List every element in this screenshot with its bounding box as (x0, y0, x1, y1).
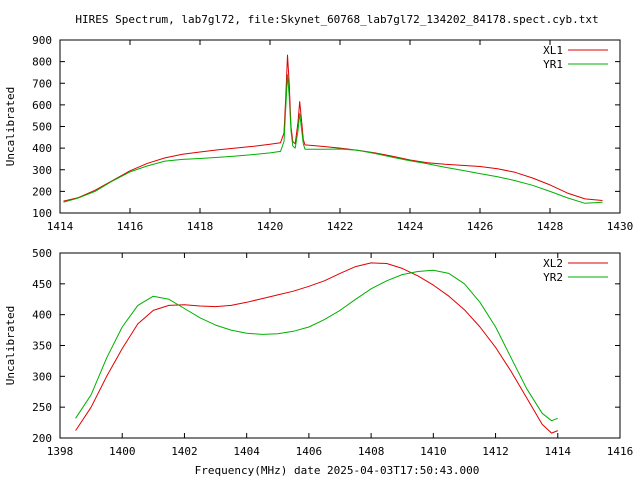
y-tick-label: 250 (32, 401, 52, 414)
y-tick-label: 200 (32, 432, 52, 445)
legend-label-yr1: YR1 (543, 58, 563, 71)
x-tick-label: 1422 (327, 220, 354, 233)
plot-frame (59, 39, 621, 214)
x-tick-label: 1420 (257, 220, 284, 233)
x-tick-label: 1406 (296, 445, 323, 458)
legend-label-xl1: XL1 (543, 44, 563, 57)
series-line-xl1 (63, 54, 603, 202)
y-axis-label: Uncalibrated (4, 87, 17, 166)
y-tick-label: 700 (32, 77, 52, 90)
y-tick-label: 450 (32, 278, 52, 291)
y-tick-label: 600 (32, 99, 52, 112)
plot-frame (59, 252, 621, 439)
legend-label-yr2: YR2 (543, 271, 563, 284)
x-tick-label: 1424 (397, 220, 424, 233)
y-tick-label: 900 (32, 34, 52, 47)
y-tick-label: 800 (32, 56, 52, 69)
y-axis-label: Uncalibrated (4, 306, 17, 385)
series-line-xl2 (75, 262, 558, 434)
chart-title: HIRES Spectrum, lab7gl72, file:Skynet_60… (75, 13, 598, 26)
y-tick-label: 200 (32, 185, 52, 198)
x-tick-label: 1416 (117, 220, 144, 233)
x-tick-label: 1410 (420, 445, 447, 458)
plots-group: 1414 1416 1418 1420 1422 1424 1426 1428 1430 100 2… (4, 34, 633, 458)
y-tick-label: 500 (32, 121, 52, 134)
x-tick-label: 1402 (171, 445, 198, 458)
y-tick-label: 350 (32, 340, 52, 353)
x-tick-label: 1426 (467, 220, 494, 233)
y-tick-label: 400 (32, 309, 52, 322)
x-tick-label: 1404 (233, 445, 260, 458)
plot-2: 1398 1400 1402 1404 1406 1408 1410 1412 1414 1416… (4, 247, 633, 458)
x-axis-label: Frequency(MHz) date 2025-04-03T17:50:43.… (195, 464, 480, 477)
y-tick-label: 100 (32, 207, 52, 220)
x-tick-label: 1408 (358, 445, 385, 458)
plot-1: 1414 1416 1418 1420 1422 1424 1426 1428 1430 100 2… (4, 34, 633, 233)
x-tick-label: 1418 (187, 220, 214, 233)
x-tick-label: 1412 (482, 445, 509, 458)
x-tick-label: 1414 (47, 220, 74, 233)
x-tick-label: 1416 (607, 445, 634, 458)
x-tick-label: 1400 (109, 445, 136, 458)
y-tick-label: 500 (32, 247, 52, 260)
series-line-yr2 (75, 269, 558, 422)
y-tick-label: 400 (32, 142, 52, 155)
x-tick-label: 1430 (607, 220, 634, 233)
series-line-yr1 (63, 74, 603, 204)
x-tick-label: 1428 (537, 220, 564, 233)
y-tick-label: 300 (32, 370, 52, 383)
x-tick-label: 1398 (47, 445, 74, 458)
y-tick-label: 300 (32, 164, 52, 177)
legend-label-xl2: XL2 (543, 257, 563, 270)
x-tick-label: 1414 (545, 445, 572, 458)
